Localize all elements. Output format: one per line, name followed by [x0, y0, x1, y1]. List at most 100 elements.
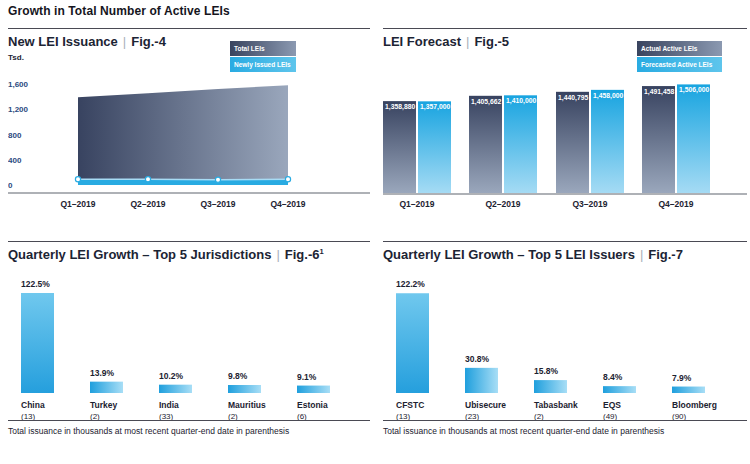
legend: Actual Active LEIs Forecasted Active LEI…	[637, 41, 722, 72]
report-page: Growth in Total Number of Active LEIs Ne…	[0, 0, 750, 464]
pct-value-label: 15.8%	[534, 366, 559, 376]
top5-jurisdictions-bar-chart: 122.5% China (13) 13.9% Turkey (2) 10.2% India (…	[8, 262, 370, 420]
legend-item-forecasted-active-leis: Forecasted Active LEIs	[637, 57, 722, 72]
actual-active-leis-bar	[383, 101, 416, 193]
category-label: CFSTC	[396, 400, 424, 410]
actual-active-leis-bar	[556, 92, 589, 193]
section-top5-lei-issuers: Quarterly LEI Growth – Top 5 LEI Issuers…	[383, 241, 747, 464]
fig-label-superscript: 1	[319, 247, 323, 256]
footnote: Total issuance in thousands at most rece…	[8, 426, 289, 436]
count-label: (2)	[534, 412, 544, 420]
category-label: Tabasbank	[534, 400, 578, 410]
fig-label: Fig.-61	[285, 247, 324, 262]
section-title-text: New LEI Issuance	[8, 34, 118, 49]
x-axis-line	[8, 192, 370, 194]
category-label: Mauritius	[228, 400, 266, 410]
bar-value-label: 1,358,880	[385, 103, 415, 111]
category-label: Turkey	[90, 400, 118, 410]
bar-value-label: 1,506,000	[679, 86, 709, 94]
section-new-lei-issuance: New LEI Issuance | Fig.-4 Tsd. Total LEIs …	[8, 28, 370, 242]
x-tick-label: Q4–2019	[271, 199, 306, 209]
pct-value-label: 13.9%	[90, 368, 115, 378]
growth-bar	[603, 386, 636, 393]
section-lei-forecast: LEI Forecast|Fig.-5 Actual Active LEIs F…	[383, 28, 747, 242]
footnote-divider	[8, 420, 370, 421]
title-separator: |	[276, 247, 279, 262]
category-label: Estonia	[297, 400, 328, 410]
page-title: Growth in Total Number of Active LEIs	[8, 4, 230, 18]
section-title: Quarterly LEI Growth – Top 5 Jurisdictio…	[8, 247, 324, 262]
section-title: Quarterly LEI Growth – Top 5 LEI Issuers…	[383, 247, 683, 262]
footnote: Total issuance in thousands at most rece…	[383, 426, 664, 436]
growth-bar	[534, 380, 567, 393]
x-tick-label: Q1–2019	[61, 199, 96, 209]
fig-label: Fig.-7	[648, 247, 683, 262]
marker-dot	[215, 177, 220, 182]
count-label: (2)	[90, 412, 100, 420]
bar-value-label: 1,357,000	[420, 103, 450, 111]
bar-value-label: 1,440,795	[558, 94, 588, 102]
count-label: (2)	[228, 412, 238, 420]
y-tick-label: 800	[8, 131, 22, 140]
bar-value-label: 1,491,458	[644, 88, 674, 96]
marker-dot	[285, 177, 290, 182]
actual-active-leis-bar	[469, 96, 502, 193]
lei-forecast-bar-chart: 1,358,880 1,357,000 1,405,662 1,410,000 1,44…	[383, 76, 747, 211]
bar-value-label: 1,405,662	[471, 98, 501, 106]
x-tick-label: Q3–2019	[201, 199, 236, 209]
y-tick-label: 400	[8, 156, 22, 165]
pct-value-label: 122.2%	[396, 279, 425, 289]
growth-bar	[396, 293, 429, 393]
pct-value-label: 9.1%	[297, 372, 317, 382]
section-title: New LEI Issuance | Fig.-4	[8, 34, 166, 49]
fig-label: Fig.-4	[131, 34, 166, 49]
pct-value-label: 30.8%	[465, 354, 490, 364]
x-tick-label: Q1–2019	[400, 199, 435, 209]
pct-value-label: 122.5%	[21, 279, 50, 289]
legend-item-total-leis: Total LEIs	[230, 41, 296, 56]
y-axis-unit-label: Tsd.	[8, 53, 24, 62]
x-tick-label: Q3–2019	[573, 199, 608, 209]
marker-dot	[145, 177, 150, 182]
actual-active-leis-bar	[642, 86, 675, 193]
y-tick-label: 1,600	[8, 80, 29, 89]
growth-bar	[159, 385, 192, 393]
count-label: (13)	[21, 412, 36, 420]
forecasted-active-leis-bar	[591, 90, 624, 193]
title-separator: |	[123, 34, 126, 49]
category-label: Ubisecure	[465, 400, 506, 410]
section-top5-jurisdictions: Quarterly LEI Growth – Top 5 Jurisdictio…	[8, 241, 370, 464]
count-label: (23)	[465, 412, 480, 420]
growth-bar	[228, 385, 261, 393]
category-label: China	[21, 400, 45, 410]
legend: Total LEIs Newly Issued LEIs	[230, 41, 296, 72]
x-tick-label: Q2–2019	[131, 199, 166, 209]
marker-dot	[75, 177, 80, 182]
count-label: (6)	[297, 412, 307, 420]
pct-value-label: 10.2%	[159, 371, 184, 381]
bar-value-label: 1,458,000	[593, 92, 623, 100]
title-separator: |	[640, 247, 643, 262]
legend-item-actual-active-leis: Actual Active LEIs	[637, 41, 722, 56]
growth-bar	[21, 293, 54, 393]
x-tick-label: Q4–2019	[659, 199, 694, 209]
forecasted-active-leis-bar	[504, 95, 537, 193]
x-axis-line	[383, 193, 747, 195]
growth-bar	[672, 387, 705, 393]
new-lei-issuance-area-chart: 0 400 800 1,200 1,600 Q1–2019 Q2–2019 Q3–2019 Q4…	[8, 76, 370, 211]
forecasted-active-leis-bar	[677, 84, 710, 193]
section-title-text: LEI Forecast	[383, 34, 461, 49]
fig-label: Fig.-5	[474, 34, 509, 49]
forecasted-active-leis-bar	[418, 101, 451, 193]
pct-value-label: 8.4%	[603, 372, 623, 382]
growth-bar	[465, 368, 498, 393]
category-label: India	[159, 400, 179, 410]
x-tick-label: Q2–2019	[486, 199, 521, 209]
top5-lei-issuers-bar-chart: 122.2%CFSTC(13)30.8%Ubisecure(23)15.8%Ta…	[383, 262, 747, 420]
count-label: (90)	[672, 412, 687, 420]
y-tick-label: 1,200	[8, 105, 29, 114]
y-tick-label: 0	[8, 181, 13, 190]
footnote-divider	[383, 420, 747, 421]
section-title-text: Quarterly LEI Growth – Top 5 LEI Issuers	[383, 247, 635, 262]
bar-value-label: 1,410,000	[506, 97, 536, 105]
